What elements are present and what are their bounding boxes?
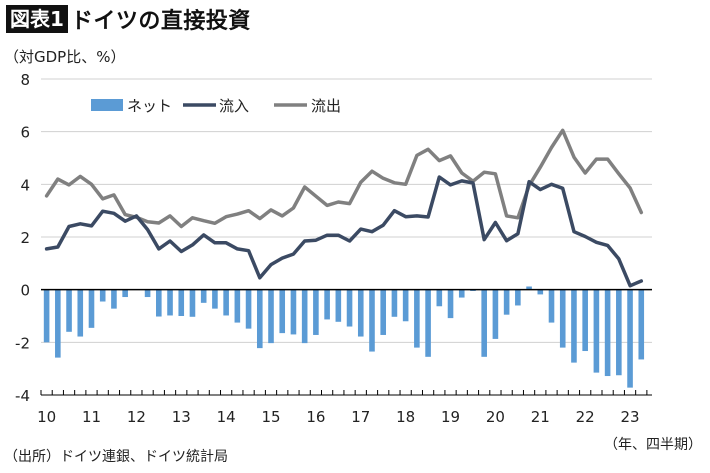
net-bar (526, 286, 532, 290)
legend: ネット 流入 流出 (91, 97, 341, 115)
net-bar (43, 289, 50, 343)
net-bar (88, 289, 95, 328)
net-bar (234, 289, 241, 323)
net-bar (77, 289, 84, 337)
net-bar (537, 289, 544, 295)
net-bar (492, 289, 499, 339)
net-bar (99, 289, 106, 302)
x-tick-label: 23 (621, 408, 640, 426)
net-bar (66, 289, 72, 332)
net-bar (627, 289, 633, 388)
x-tick-label: 10 (37, 408, 56, 426)
legend-label-outflow: 流出 (311, 97, 341, 115)
net-bar (357, 289, 364, 337)
net-bar (245, 289, 252, 329)
net-bars (43, 286, 645, 388)
net-bar (582, 289, 588, 352)
net-bar (290, 289, 297, 335)
net-bar (256, 289, 263, 349)
y-tick-label: -2 (15, 334, 30, 352)
net-bar (122, 289, 128, 298)
net-bar (279, 289, 286, 334)
net-bar (313, 289, 319, 335)
net-bar (212, 289, 218, 309)
x-axis (40, 390, 652, 396)
series-lines (44, 128, 644, 288)
net-bar (335, 289, 342, 322)
net-bar (380, 289, 387, 335)
legend-label-net: ネット (127, 97, 172, 115)
net-bar (223, 289, 229, 316)
net-bar (425, 289, 431, 357)
x-tick-label: 12 (127, 408, 146, 426)
net-bar (402, 289, 409, 322)
y-tick-label: -4 (15, 387, 30, 405)
x-tick-label: 22 (576, 408, 595, 426)
x-tick-label: 16 (306, 408, 325, 426)
net-bar (447, 289, 454, 319)
x-tick-label: 20 (486, 408, 505, 426)
y-tick-label: 0 (20, 282, 30, 300)
net-bar (559, 289, 566, 348)
net-bar (436, 289, 443, 307)
net-bar (515, 289, 521, 306)
net-bar (571, 289, 577, 363)
net-bar (189, 289, 196, 317)
x-tick-label: 17 (351, 408, 370, 426)
net-bar (144, 289, 151, 298)
chart-title: 図表1 ドイツの直接投資 (6, 4, 251, 34)
net-bar (616, 289, 622, 376)
x-tick-label: 11 (82, 408, 101, 426)
net-bar (200, 289, 207, 303)
net-bar (638, 289, 645, 360)
y-tick-labels: 8 6 4 2 0 -2 -4 (15, 71, 30, 405)
net-bar (503, 289, 510, 315)
x-axis-period-label: （年、四半期） (604, 437, 702, 453)
title-text: ドイツの直接投資 (70, 9, 251, 34)
net-bar (391, 289, 398, 317)
net-bar (548, 289, 555, 323)
y-tick-label: 6 (20, 124, 30, 142)
x-tick-label: 15 (261, 408, 280, 426)
net-bar (178, 289, 185, 316)
x-tick-label: 14 (217, 408, 236, 426)
net-bar (346, 289, 353, 327)
legend-swatch-net (91, 99, 123, 111)
net-bar (414, 289, 420, 348)
figure-badge: 図表1 (6, 5, 68, 33)
x-tick-label: 21 (531, 408, 550, 426)
x-tick-label: 18 (396, 408, 415, 426)
y-tick-label: 8 (20, 71, 30, 89)
net-bar (301, 289, 308, 344)
net-bar (167, 289, 173, 316)
net-bar (458, 289, 465, 298)
y-tick-label: 2 (20, 229, 30, 247)
outflow-line (44, 128, 644, 229)
inflow-line (44, 175, 644, 288)
legend-label-inflow: 流入 (219, 97, 249, 115)
net-bar (55, 289, 61, 358)
net-bar (593, 289, 600, 373)
x-tick-labels: 10 11 12 13 14 15 16 17 18 19 20 21 22 23 (37, 408, 640, 426)
net-bar (324, 289, 330, 320)
source-note: （出所）ドイツ連銀、ドイツ統計局 (4, 449, 228, 465)
net-bar (156, 289, 162, 317)
x-tick-label: 13 (172, 408, 191, 426)
net-bar (111, 289, 117, 309)
net-bar (369, 289, 375, 352)
net-bar (604, 289, 611, 377)
y-axis-unit-label: （対GDP比、%） (4, 48, 126, 66)
x-tick-label: 19 (441, 408, 460, 426)
y-tick-label: 4 (20, 176, 30, 194)
net-bar (481, 289, 487, 357)
net-bar (268, 289, 274, 344)
